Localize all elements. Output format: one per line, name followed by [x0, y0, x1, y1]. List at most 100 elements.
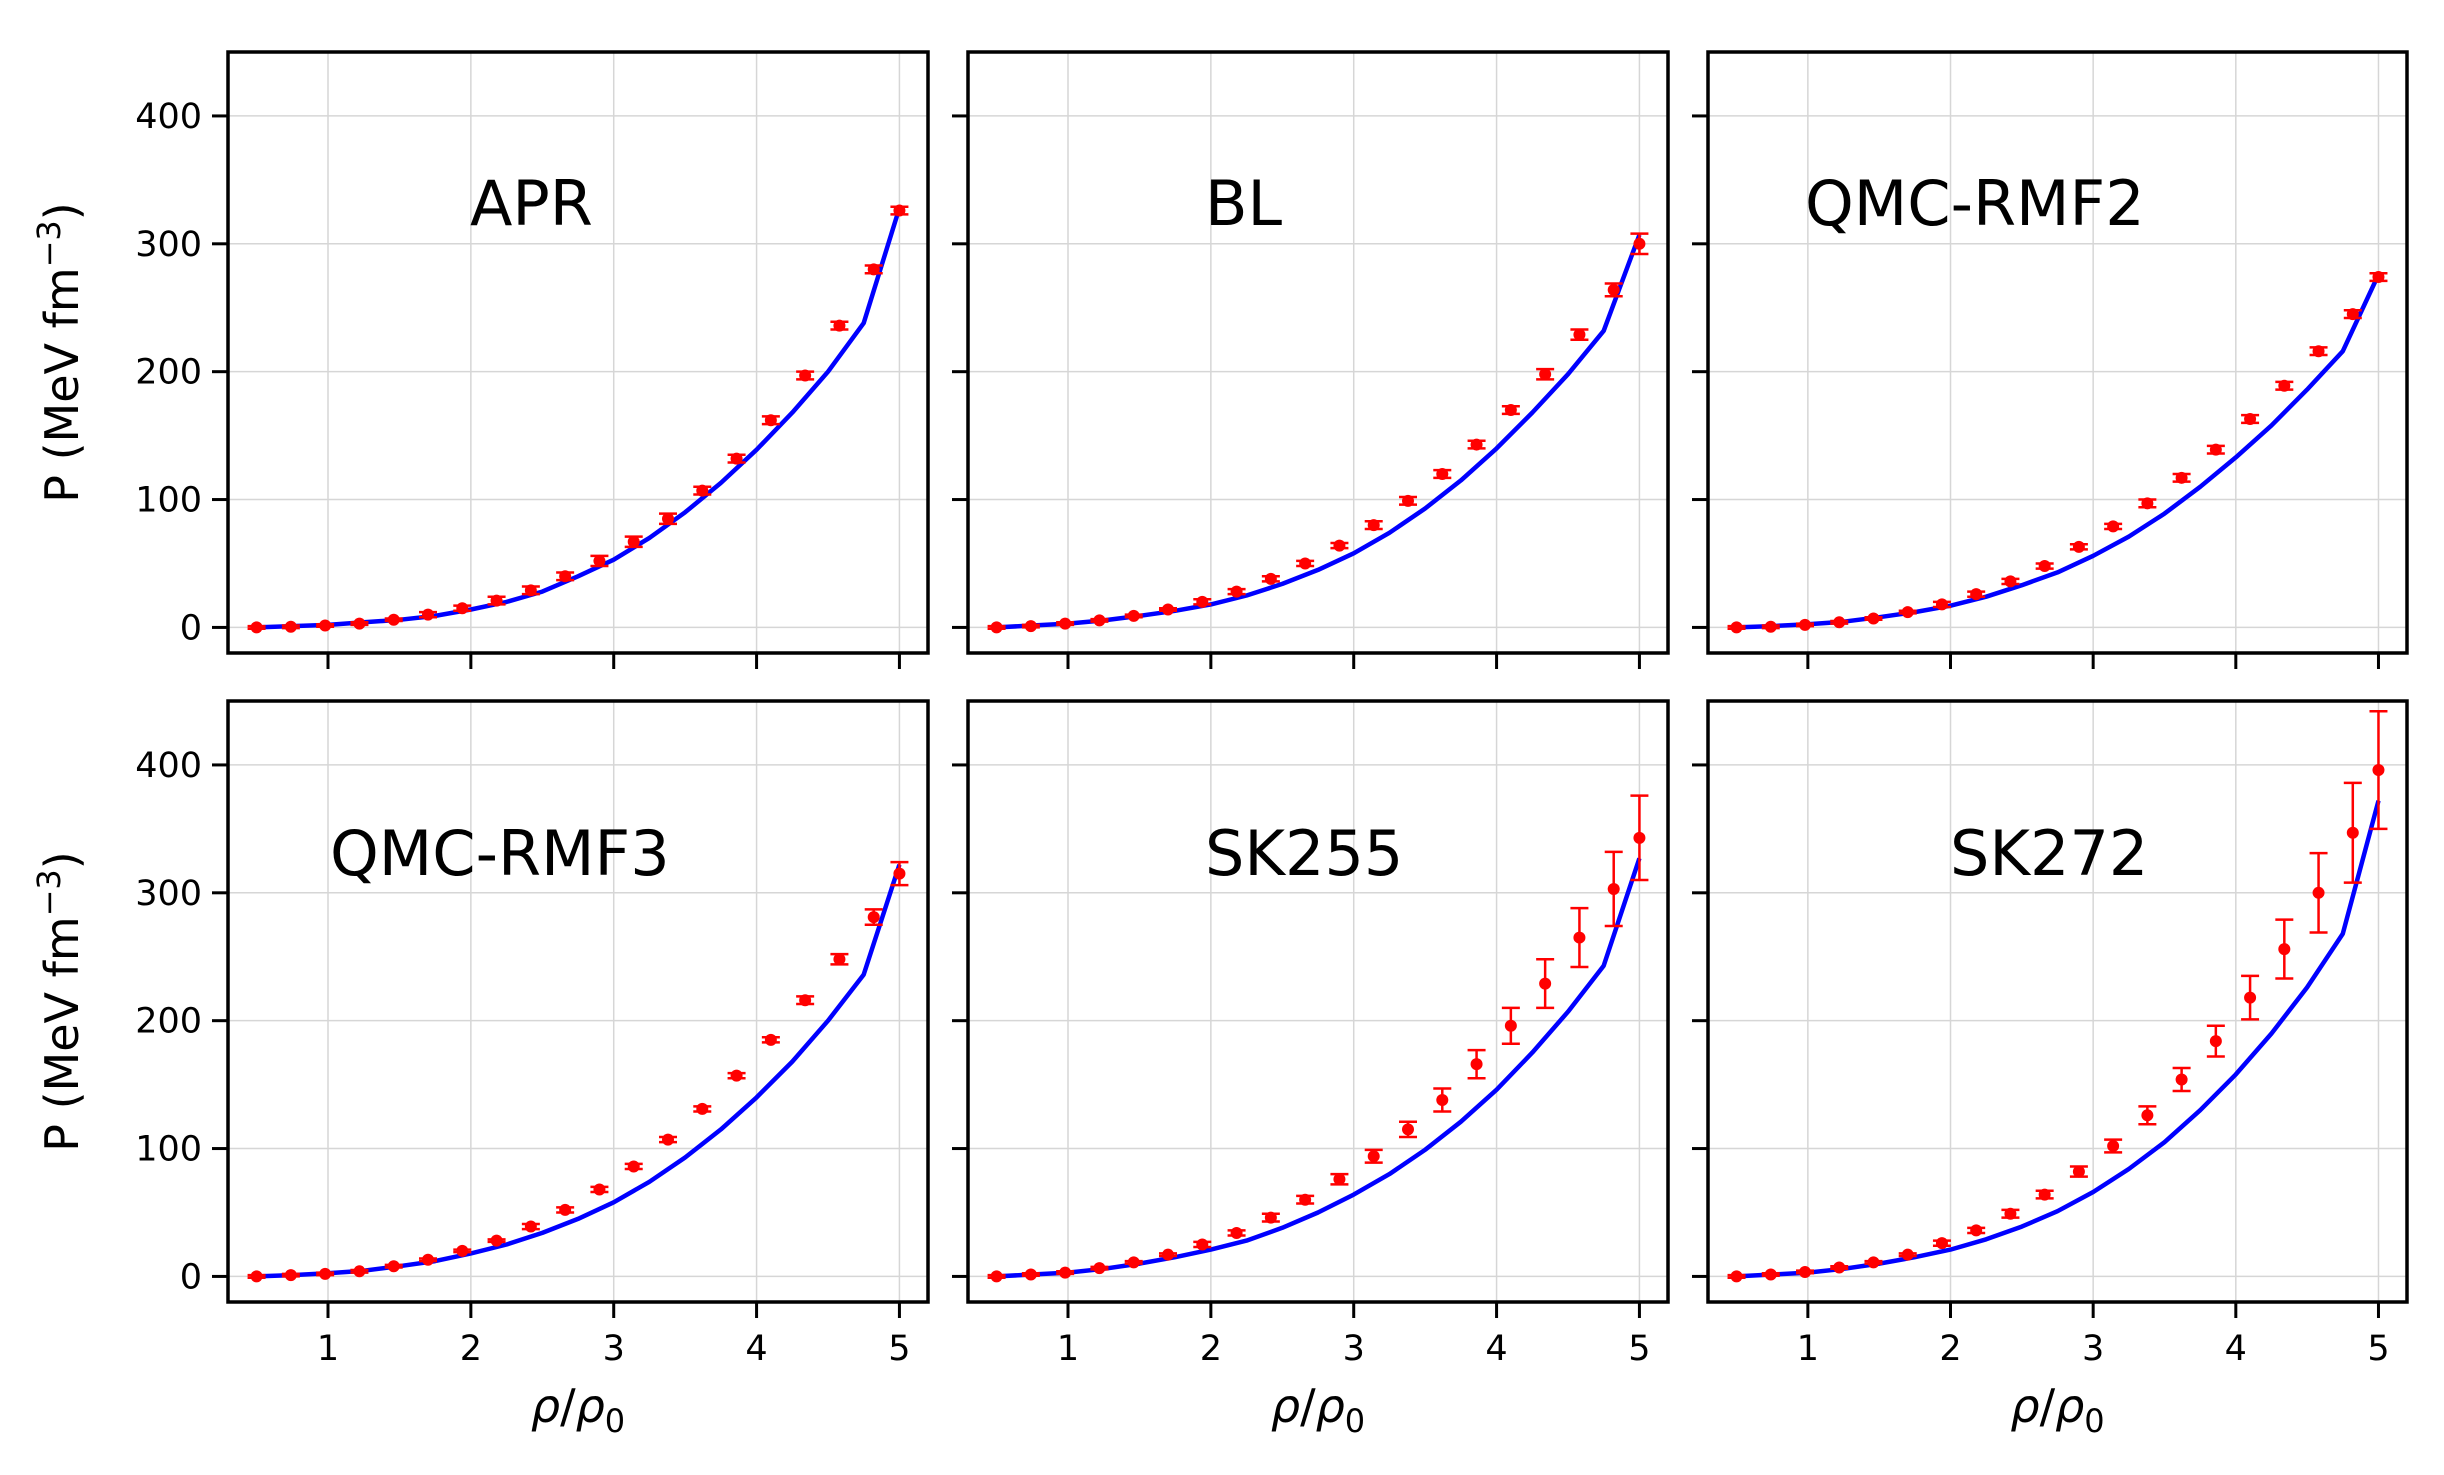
data-point	[2209, 1035, 2222, 1048]
y-tick-label: 300	[135, 225, 202, 265]
axes-frame	[1706, 699, 2409, 1304]
data-point	[1230, 585, 1243, 598]
data-point	[1470, 438, 1483, 451]
panel-title: SK255	[1205, 817, 1403, 890]
data-point	[387, 1260, 400, 1273]
ticks	[952, 114, 1641, 669]
x-tick-label: 5	[1628, 1329, 1650, 1369]
x-axis-label: ρ/ρ0	[531, 1379, 625, 1440]
data-point	[593, 1183, 606, 1196]
y-tick-label: 100	[135, 481, 202, 521]
data-point	[867, 911, 880, 924]
data-point	[2038, 1188, 2051, 1201]
data-point	[1901, 606, 1914, 619]
data-point	[627, 535, 640, 548]
data-point	[456, 1244, 469, 1257]
grid	[968, 52, 1668, 653]
data-point	[2278, 943, 2291, 956]
x-tick-label: 2	[1200, 1329, 1222, 1369]
y-tick-label: 400	[135, 97, 202, 137]
data-point	[353, 1265, 366, 1278]
data-point	[1935, 1237, 1948, 1250]
x-tick-label: 1	[1057, 1329, 1079, 1369]
panel-title: SK272	[1950, 817, 2148, 890]
data-point	[1127, 1256, 1140, 1269]
data-point	[1573, 931, 1586, 944]
data-point	[2038, 560, 2051, 573]
y-tick-label: 0	[180, 608, 202, 648]
data-point	[1607, 283, 1620, 296]
data-point	[662, 512, 674, 525]
series	[1727, 709, 2388, 1283]
y-axis-label: P (MeV fm−3)	[30, 202, 89, 503]
data-point	[1333, 539, 1346, 552]
data-point	[1402, 494, 1414, 507]
data-point	[1970, 1224, 1983, 1237]
y-axis-label: P (MeV fm−3)	[30, 851, 89, 1152]
data-point	[1633, 237, 1646, 250]
data-point	[250, 1270, 263, 1283]
data-point	[833, 319, 846, 332]
y-tick-label: 100	[135, 1130, 202, 1170]
data-point	[1093, 614, 1106, 627]
ticks: 0 100 200 300 400	[135, 97, 901, 669]
data-point	[2107, 520, 2120, 533]
data-point	[559, 1203, 572, 1216]
data-point	[1436, 467, 1449, 480]
data-point	[2244, 412, 2257, 425]
x-tick-label: 3	[2082, 1329, 2104, 1369]
data-point	[1935, 598, 1948, 611]
data-point	[1402, 1123, 1414, 1136]
data-point	[1162, 603, 1174, 616]
series	[987, 794, 1649, 1283]
data-point	[1504, 404, 1517, 417]
data-point	[1230, 1226, 1243, 1239]
panel-apr: 0 100 200 300 400 APR P (MeV fm−3)	[30, 50, 930, 669]
data-point	[1764, 620, 1777, 633]
x-tick-label: 2	[1939, 1329, 1961, 1369]
data-point	[833, 953, 846, 966]
y-tick-label: 0	[180, 1257, 202, 1297]
data-point	[1799, 1265, 1812, 1278]
data-point	[1024, 1268, 1037, 1281]
data-point	[524, 1220, 537, 1233]
data-point	[2175, 1073, 2188, 1086]
data-point	[559, 570, 572, 583]
data-point	[1470, 1058, 1483, 1071]
data-point	[1867, 1256, 1880, 1269]
panel-title: QMC-RMF3	[330, 817, 670, 890]
series	[247, 860, 909, 1283]
ticks	[1692, 114, 2380, 669]
data-point	[1264, 572, 1277, 585]
data-point	[893, 204, 906, 217]
data-point	[1833, 616, 1846, 629]
series	[247, 204, 909, 634]
x-tick-label: 4	[2225, 1329, 2247, 1369]
x-tick-label: 4	[745, 1329, 767, 1369]
axes-frame	[966, 699, 1670, 1304]
series	[987, 232, 1649, 634]
data-point	[2072, 1165, 2085, 1178]
ticks: 1 2 3 4 5	[1692, 763, 2390, 1369]
data-point	[422, 1253, 434, 1266]
data-point	[799, 369, 812, 382]
data-point	[1127, 609, 1140, 622]
panel-qmc-rmf2: QMC-RMF2	[1692, 50, 2409, 669]
data-point	[1573, 328, 1586, 341]
panel-title: APR	[470, 167, 593, 240]
data-point	[764, 1033, 777, 1046]
data-point	[627, 1160, 640, 1173]
data-point	[2372, 271, 2385, 284]
data-point	[1059, 617, 1072, 630]
data-point	[2072, 540, 2085, 553]
data-point	[1093, 1262, 1106, 1275]
data-point	[764, 414, 777, 427]
data-point	[1059, 1266, 1072, 1279]
data-point	[284, 620, 297, 633]
panel-sk272: 1 2 3 4 5 SK272 ρ/ρ0	[1692, 699, 2409, 1440]
data-point	[353, 617, 366, 630]
data-point	[1539, 368, 1552, 381]
grid	[228, 701, 928, 1302]
data-point	[1539, 977, 1552, 990]
data-point	[2175, 471, 2188, 484]
